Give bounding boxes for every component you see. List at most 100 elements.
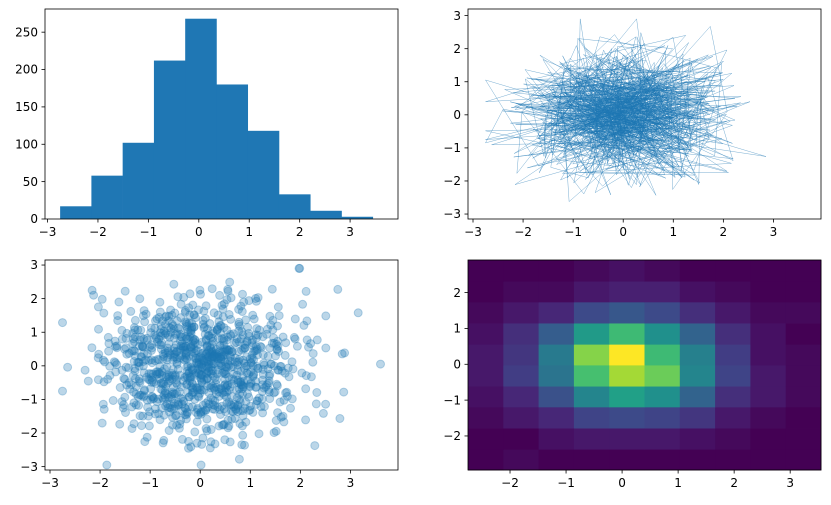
scatter-point — [188, 385, 198, 394]
scatter-point — [258, 370, 268, 379]
scatter-point — [196, 460, 206, 470]
scatter-point — [220, 380, 229, 390]
scatter-point — [353, 308, 363, 318]
scatter-point — [205, 443, 215, 453]
scatter-point — [273, 321, 282, 331]
scatter-point — [182, 379, 192, 389]
scatter-point — [184, 443, 193, 453]
scatter-point — [167, 389, 177, 399]
heatmap-cell — [785, 260, 822, 282]
scatter-point — [155, 415, 165, 425]
scatter-point — [131, 389, 141, 399]
x-tick-label: 1 — [669, 225, 677, 239]
scatter-point — [134, 357, 144, 367]
scatter-point — [112, 343, 122, 353]
scatter-point — [239, 358, 249, 368]
heatmap-cell — [785, 301, 822, 324]
y-tick-label: −1 — [443, 141, 461, 155]
scatter-point — [155, 297, 165, 307]
scatter-point — [235, 419, 245, 429]
scatter-point — [279, 395, 289, 405]
scatter-point — [217, 300, 227, 310]
scatter-point — [211, 348, 221, 358]
scatter-point — [217, 334, 227, 344]
scatter-point — [222, 345, 232, 355]
heatmap-cell — [750, 449, 787, 471]
scatter-point — [174, 423, 184, 433]
y-tick-label: −3 — [20, 460, 38, 474]
scatter-point — [146, 355, 156, 365]
scatter-point — [273, 365, 283, 375]
scatter-point — [176, 332, 186, 342]
scatter-point — [139, 392, 148, 402]
scatter-point — [216, 352, 226, 362]
scatter-point — [219, 323, 229, 333]
scatter-point — [163, 403, 173, 413]
scatter-point — [196, 407, 206, 417]
x-tick-label: 0 — [196, 476, 204, 490]
scatter-point — [308, 349, 318, 359]
scatter-point — [131, 400, 141, 410]
scatter-point — [202, 369, 212, 379]
scatter-point — [199, 357, 208, 367]
scatter-point — [294, 263, 304, 273]
scatter-point — [221, 407, 231, 417]
scatter-point — [209, 383, 219, 393]
scatter-point — [130, 363, 140, 373]
heatmap-cell — [715, 406, 751, 429]
x-tick-label: 3 — [347, 476, 355, 490]
scatter-point — [252, 333, 261, 343]
scatter-point — [274, 311, 284, 321]
scatter-point — [251, 346, 261, 355]
scatter-point — [287, 357, 297, 367]
scatter-point — [318, 408, 328, 418]
heatmap-cell — [468, 301, 504, 324]
scatter-point — [201, 334, 211, 344]
scatter-point — [274, 346, 283, 356]
scatter-point — [176, 415, 186, 425]
scatter-point — [167, 368, 177, 378]
scatter-point — [224, 421, 234, 431]
scatter-point — [248, 341, 258, 351]
scatter-point — [251, 376, 261, 386]
scatter-point — [230, 414, 240, 423]
scatter-point — [236, 406, 246, 416]
scatter-point — [269, 338, 279, 348]
scatter-point — [220, 350, 229, 360]
scatter-point — [175, 329, 185, 339]
scatter-point — [164, 371, 174, 380]
scatter-point — [150, 323, 160, 333]
y-tick-label: 250 — [15, 25, 38, 39]
scatter-point — [181, 348, 191, 358]
scatter-point — [173, 397, 183, 407]
scatter-point — [156, 321, 166, 331]
scatter-point — [186, 326, 195, 336]
scatter-point — [266, 359, 276, 369]
scatter-point — [111, 342, 120, 351]
heatmap-cell — [750, 365, 787, 387]
scatter-point — [301, 415, 311, 425]
scatter-point — [225, 399, 235, 409]
heatmap-cell — [750, 301, 787, 324]
scatter-point — [158, 316, 167, 326]
scatter-point — [208, 381, 217, 391]
scatter-point — [166, 327, 176, 337]
scatter-point — [206, 333, 216, 343]
scatter-point — [138, 361, 148, 371]
scatter-point — [170, 308, 180, 318]
scatter-point — [234, 337, 244, 347]
heatmap-cell — [609, 344, 645, 366]
scatter-point — [147, 343, 157, 353]
x-tick-label: 2 — [720, 225, 728, 239]
scatter-point — [253, 330, 263, 340]
scatter-point — [264, 387, 274, 397]
scatter-point — [186, 328, 196, 338]
x-tick-label: 2 — [297, 476, 305, 490]
scatter-point — [193, 391, 203, 401]
scatter-point — [225, 437, 235, 447]
scatter-point — [298, 299, 308, 309]
scatter-point — [172, 380, 182, 390]
scatter-point — [149, 377, 159, 387]
scatter-point — [185, 332, 195, 342]
scatter-point — [187, 402, 197, 412]
